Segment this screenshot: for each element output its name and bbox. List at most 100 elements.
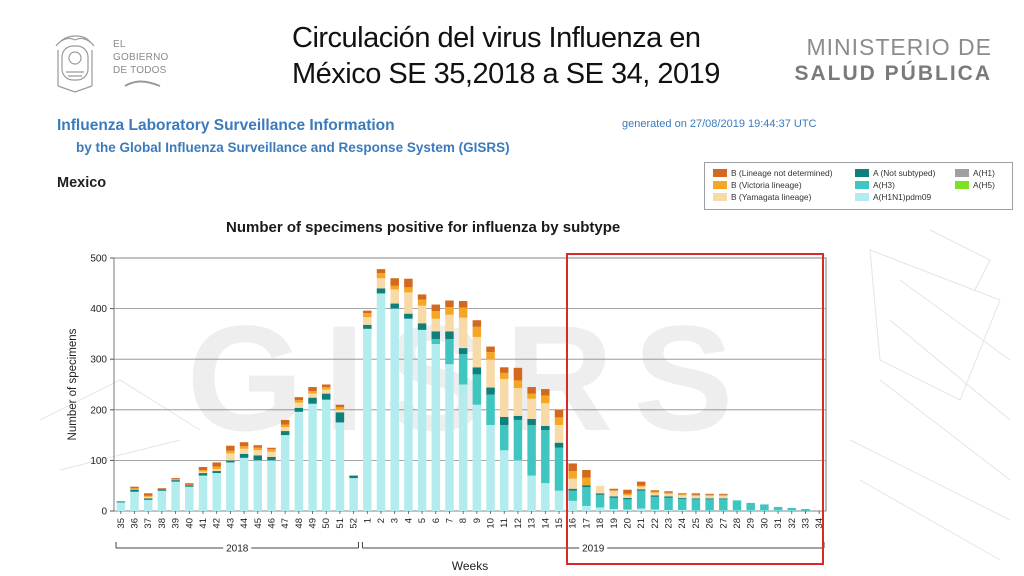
bar-segment bbox=[650, 509, 660, 511]
bar-segment bbox=[458, 307, 468, 318]
bar-segment bbox=[431, 311, 441, 319]
bar-segment bbox=[404, 313, 413, 319]
government-logo-text: EL GOBIERNO DE TODOS bbox=[113, 39, 169, 76]
bar-segment bbox=[732, 510, 742, 511]
bar-segment bbox=[335, 422, 345, 511]
bar-segment bbox=[499, 416, 509, 425]
bar-segment bbox=[431, 304, 441, 312]
bar-segment bbox=[486, 352, 495, 360]
bar-segment bbox=[801, 508, 810, 511]
x-tick-label: 16 bbox=[568, 518, 579, 529]
x-tick-label: 46 bbox=[266, 518, 277, 529]
legend-label: A(H1) bbox=[973, 168, 995, 178]
bar-segment bbox=[554, 447, 564, 491]
x-tick-label: 2 bbox=[376, 518, 387, 523]
bar-segment bbox=[499, 424, 509, 451]
slide-title-line1: Circulación del virus Influenza en bbox=[292, 22, 701, 54]
bar-segment bbox=[705, 510, 714, 511]
bar-segment bbox=[527, 387, 536, 394]
bar-segment bbox=[499, 378, 509, 417]
x-tick-label: 6 bbox=[431, 518, 442, 523]
slide-title-line2: México SE 35,2018 a SE 34, 2019 bbox=[292, 58, 720, 90]
bar-segment bbox=[390, 308, 399, 511]
bar-segment bbox=[431, 338, 441, 345]
bar-segment bbox=[363, 313, 372, 318]
bar-segment bbox=[171, 481, 180, 511]
bar-segment bbox=[636, 486, 646, 490]
bar-segment bbox=[691, 493, 701, 495]
legend-label: B (Lineage not determined) bbox=[731, 168, 833, 178]
bar-segment bbox=[294, 407, 304, 412]
bar-segment bbox=[486, 424, 495, 511]
legend-swatch bbox=[855, 181, 869, 189]
bar-segment bbox=[253, 450, 263, 456]
x-tick-label: 15 bbox=[554, 518, 565, 529]
bar-segment bbox=[376, 273, 386, 279]
bar-segment bbox=[746, 502, 755, 511]
x-tick-label: 43 bbox=[225, 518, 236, 529]
bar-segment bbox=[513, 419, 523, 461]
bar-segment bbox=[390, 278, 399, 286]
bar-segment bbox=[541, 395, 550, 404]
legend-swatch bbox=[855, 169, 869, 177]
bar-segment bbox=[623, 489, 632, 494]
bar-segment bbox=[363, 324, 372, 329]
x-tick-label: 33 bbox=[800, 518, 811, 529]
legend-item: A(H1) bbox=[955, 168, 995, 178]
bar-segment bbox=[499, 450, 509, 511]
bar-segment bbox=[582, 477, 591, 486]
x-tick-label: 52 bbox=[349, 518, 360, 529]
bar-segment bbox=[130, 489, 139, 492]
bar-segment bbox=[677, 494, 687, 496]
bar-segment bbox=[609, 496, 619, 498]
legend-item: B (Lineage not determined) bbox=[713, 168, 833, 178]
bar-segment bbox=[527, 398, 536, 419]
bar-segment bbox=[746, 510, 755, 511]
generated-timestamp: generated on 27/08/2019 19:44:37 UTC bbox=[622, 118, 817, 130]
legend-swatch bbox=[855, 193, 869, 201]
bar-segment bbox=[527, 424, 536, 476]
bar-segment bbox=[267, 447, 276, 450]
bar-segment bbox=[582, 505, 591, 511]
bar-segment bbox=[198, 466, 208, 471]
bar-segment bbox=[212, 462, 221, 467]
bar-segment bbox=[116, 501, 126, 503]
bar-segment bbox=[294, 411, 304, 511]
bar-segment bbox=[253, 445, 263, 448]
y-tick-label: 500 bbox=[90, 254, 107, 265]
bar-segment bbox=[253, 447, 263, 451]
x-tick-label: 35 bbox=[116, 518, 127, 529]
bar-segment bbox=[650, 491, 660, 493]
x-tick-label: 19 bbox=[609, 518, 620, 529]
x-tick-label: 7 bbox=[444, 518, 455, 523]
bar-segment bbox=[130, 491, 139, 511]
bar-segment bbox=[609, 488, 619, 491]
ministry-logo: MINISTERIO DE SALUD PÚBLICA bbox=[795, 34, 993, 88]
x-tick-label: 20 bbox=[622, 518, 633, 529]
bar-segment bbox=[198, 475, 208, 511]
x-tick-label: 40 bbox=[184, 518, 195, 529]
legend-item: A(H5) bbox=[955, 180, 995, 190]
bar-segment bbox=[239, 446, 249, 449]
year-label: 2018 bbox=[226, 544, 249, 555]
legend-label: A (Not subtyped) bbox=[873, 168, 936, 178]
bar-segment bbox=[499, 367, 509, 373]
bar-segment bbox=[267, 456, 276, 461]
bar-segment bbox=[280, 427, 290, 432]
x-tick-label: 4 bbox=[403, 518, 414, 523]
bar-segment bbox=[308, 387, 317, 392]
bar-segment bbox=[458, 384, 468, 511]
bar-segment bbox=[664, 492, 673, 494]
bar-segment bbox=[541, 403, 550, 426]
bar-segment bbox=[171, 479, 180, 481]
bar-segment bbox=[458, 348, 468, 355]
slide-title: Circulación del virus Influenza en Méxic… bbox=[292, 20, 752, 92]
bar-segment bbox=[130, 488, 139, 490]
y-tick-label: 300 bbox=[90, 355, 107, 366]
bar-segment bbox=[541, 430, 550, 484]
x-tick-label: 3 bbox=[390, 518, 401, 523]
bar-segment bbox=[335, 404, 345, 408]
year-label: 2019 bbox=[582, 544, 605, 555]
bar-segment bbox=[417, 323, 427, 330]
